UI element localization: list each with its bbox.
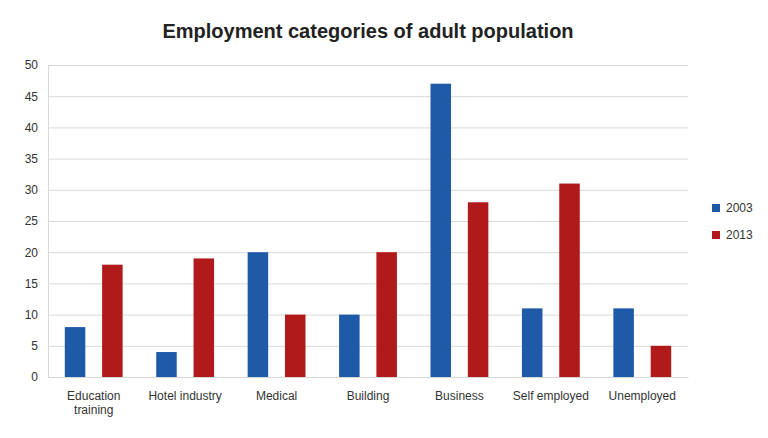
legend-swatch bbox=[712, 231, 720, 239]
x-tick: Building bbox=[347, 389, 390, 403]
bar bbox=[522, 308, 543, 377]
x-axis: Educationtraining Hotel industry Medical Bu… bbox=[49, 378, 689, 417]
x-tick: Medical bbox=[256, 389, 297, 403]
y-tick-label: 50 bbox=[25, 58, 39, 72]
x-tick-label: Building bbox=[347, 389, 390, 403]
grid-line bbox=[48, 127, 688, 128]
bar bbox=[613, 308, 634, 377]
bar bbox=[285, 315, 306, 377]
series bbox=[65, 84, 634, 377]
grid-line bbox=[48, 252, 688, 253]
bars bbox=[65, 84, 671, 377]
bar bbox=[65, 327, 86, 377]
y-tick-label: 15 bbox=[25, 277, 39, 291]
grid-line bbox=[48, 190, 688, 191]
y-tick: 35 bbox=[25, 152, 688, 166]
chart: 0 5 10 15 20 25 30 35 40 45 50 Educationtraining Hot… bbox=[0, 0, 768, 438]
bar bbox=[468, 202, 489, 377]
grid-line bbox=[48, 377, 688, 378]
legend-label: 2003 bbox=[726, 201, 753, 215]
y-tick: 40 bbox=[25, 121, 688, 135]
legend-entry: 2013 bbox=[712, 228, 753, 242]
x-tick-label: Medical bbox=[256, 389, 297, 403]
x-tick-label: Hotel industry bbox=[148, 389, 221, 403]
legend-label: 2013 bbox=[726, 228, 753, 242]
y-axis: 0 5 10 15 20 25 30 35 40 45 50 bbox=[25, 58, 688, 384]
x-tick-label: Self employed bbox=[513, 389, 589, 403]
y-tick-label: 25 bbox=[25, 214, 39, 228]
y-tick: 30 bbox=[25, 183, 688, 197]
x-tick-label-line: Education bbox=[67, 389, 120, 403]
grid-line bbox=[48, 283, 688, 284]
x-tick-label-line: training bbox=[74, 403, 113, 417]
y-tick: 0 bbox=[31, 370, 688, 384]
grid-line bbox=[48, 65, 688, 66]
grid-line bbox=[48, 346, 688, 347]
bar bbox=[651, 346, 672, 377]
y-tick: 50 bbox=[25, 58, 688, 72]
x-axis-line bbox=[49, 377, 689, 378]
bar bbox=[102, 265, 123, 377]
bar bbox=[156, 352, 177, 377]
y-tick-label: 40 bbox=[25, 121, 39, 135]
title: Employment categories of adult populatio… bbox=[162, 20, 573, 42]
grid-line bbox=[48, 221, 688, 222]
bar bbox=[339, 315, 360, 377]
legend-swatch bbox=[712, 204, 720, 212]
x-tick-label: Business bbox=[435, 389, 484, 403]
y-tick-label: 45 bbox=[25, 90, 39, 104]
y-axis-line bbox=[49, 66, 689, 378]
grid-line bbox=[48, 315, 688, 316]
grid-line bbox=[48, 96, 688, 97]
y-tick: 25 bbox=[25, 214, 688, 228]
y-tick-label: 20 bbox=[25, 246, 39, 260]
x-tick-label: Unemployed bbox=[609, 389, 676, 403]
y-tick: 45 bbox=[25, 90, 688, 104]
y-tick: 15 bbox=[25, 277, 688, 291]
bar bbox=[248, 252, 269, 377]
y-tick-label: 30 bbox=[25, 183, 39, 197]
y-tick-label: 5 bbox=[31, 339, 38, 353]
y-tick: 5 bbox=[31, 339, 688, 353]
legend-entry: 2003 bbox=[712, 201, 753, 215]
y-tick-label: 10 bbox=[25, 308, 39, 322]
x-tick: Unemployed bbox=[609, 389, 676, 403]
x-tick-label: Educationtraining bbox=[67, 389, 120, 417]
bar bbox=[559, 184, 580, 377]
y-tick: 20 bbox=[25, 246, 688, 260]
legend: 2003 2013 bbox=[712, 201, 753, 242]
plot-area: 0 5 10 15 20 25 30 35 40 45 50 Educationtraining Hot… bbox=[25, 58, 689, 417]
bar bbox=[194, 258, 215, 377]
bar bbox=[431, 84, 452, 377]
grid-line bbox=[48, 159, 688, 160]
y-tick-label: 0 bbox=[31, 370, 38, 384]
x-tick: Business bbox=[435, 389, 484, 403]
x-tick: Hotel industry bbox=[148, 389, 221, 403]
series bbox=[102, 184, 671, 377]
y-tick-label: 35 bbox=[25, 152, 39, 166]
x-tick: Educationtraining bbox=[67, 389, 120, 417]
bar bbox=[376, 252, 397, 377]
x-tick: Self employed bbox=[513, 389, 589, 403]
